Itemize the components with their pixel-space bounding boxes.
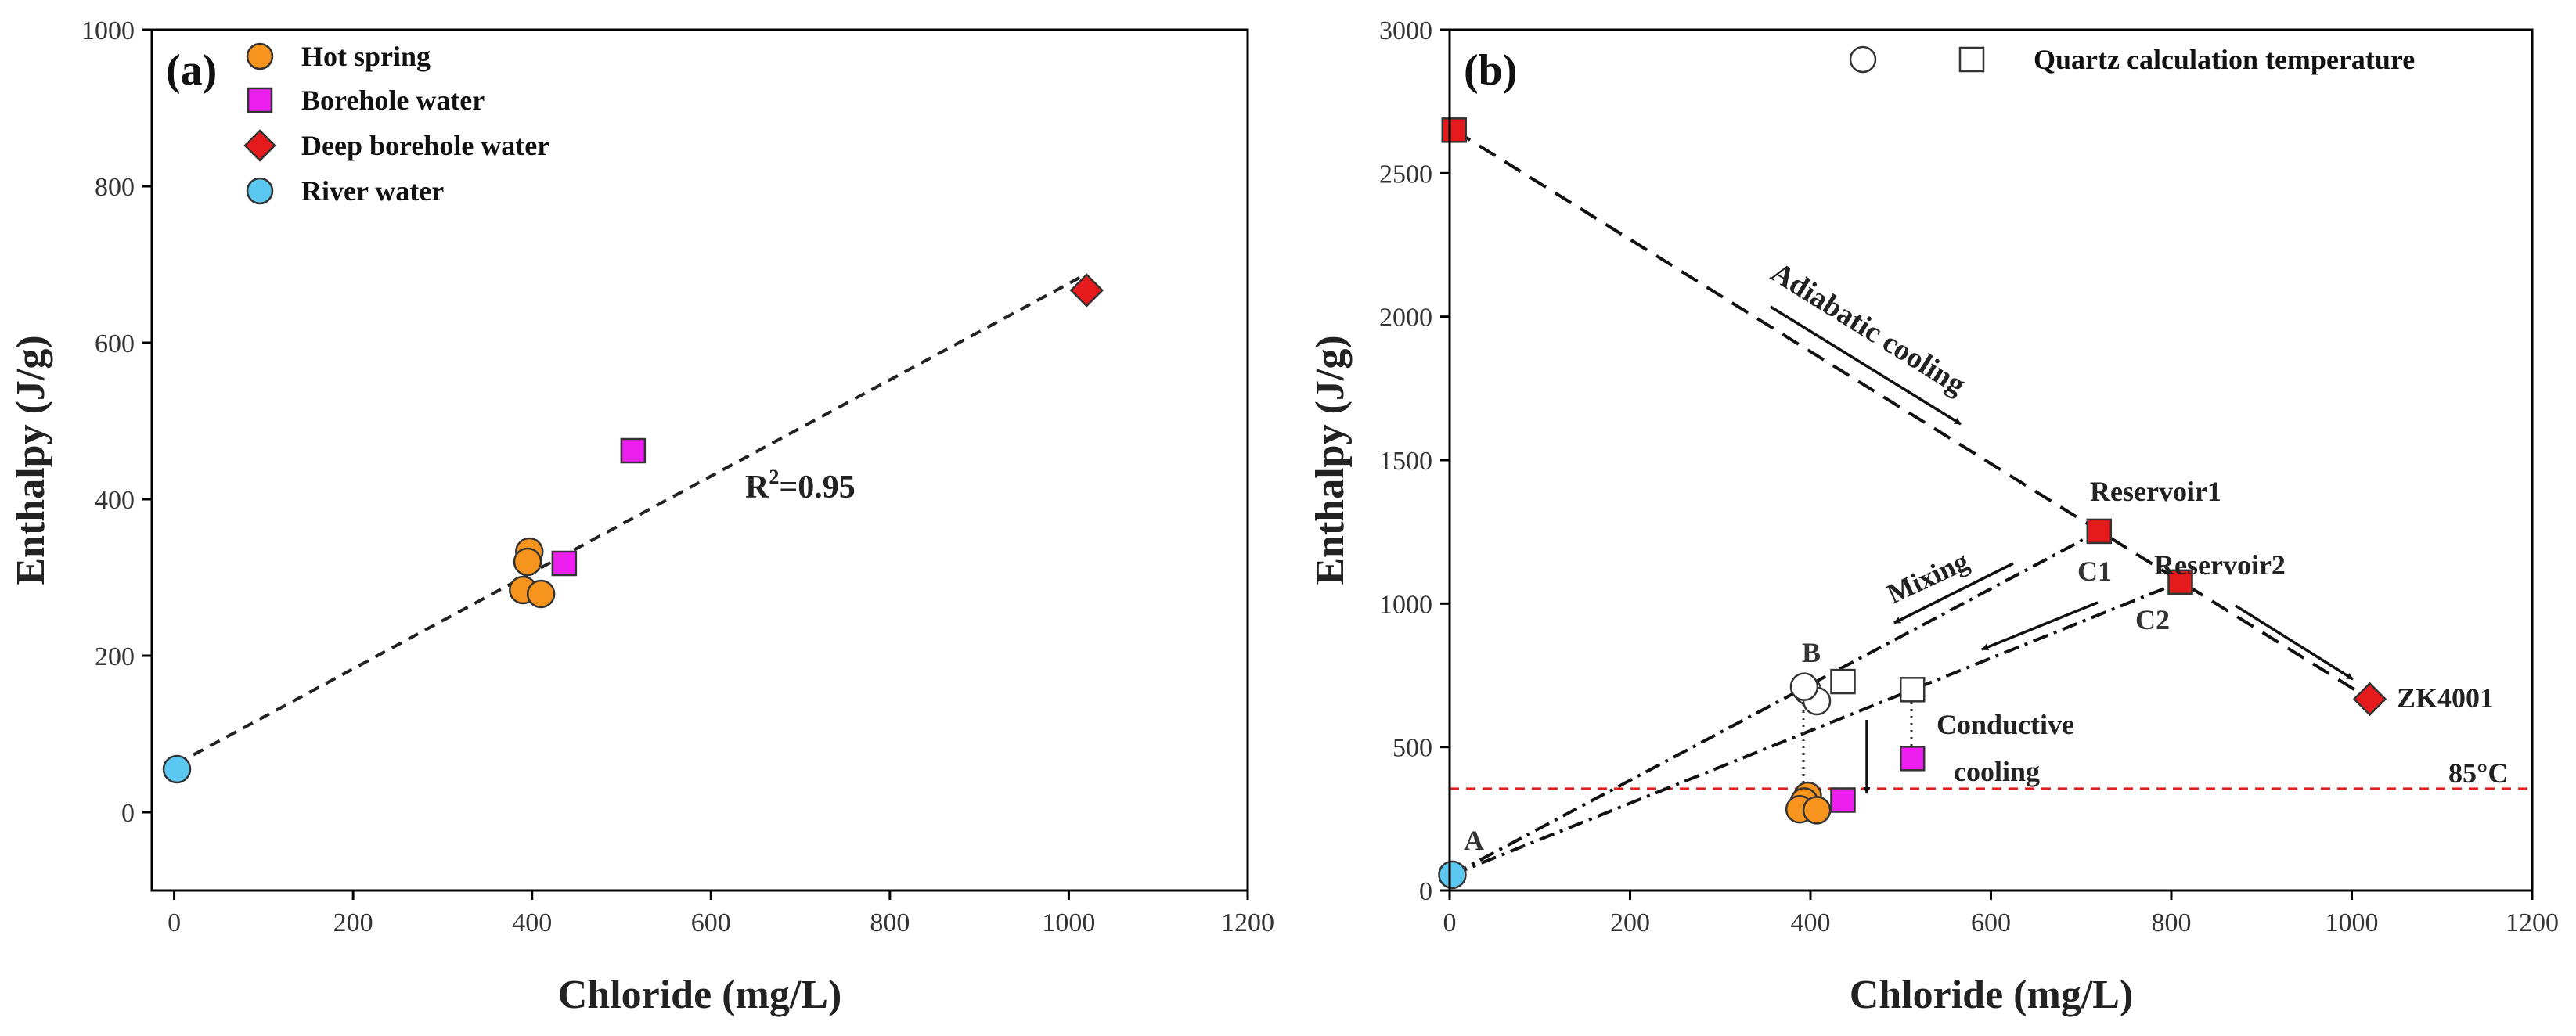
a-y-tick-label: 800 — [95, 173, 135, 202]
panel-a: 0 200 400 600 800 1000 1200 0 200 400 600 800 1000 (… — [9, 16, 1274, 1017]
legend-b: Quartz calculation temperature — [1849, 44, 2415, 75]
mixing-label: Mixing — [1882, 545, 1973, 610]
reservoir-point — [2167, 569, 2193, 595]
isotherm-85c-label: 85°C — [2448, 757, 2508, 789]
legend-hot-spring-marker — [246, 42, 274, 70]
a-x-tick-label: 0 — [168, 908, 181, 937]
a-x-tick-label: 1200 — [1221, 908, 1274, 937]
a-y-tick-label: 0 — [121, 799, 135, 828]
panel-b-points — [1438, 117, 2387, 890]
a-y-tick-label: 1000 — [81, 16, 135, 45]
b-x-tick-label: 600 — [1971, 908, 2011, 937]
c1-label: C1 — [2077, 556, 2112, 587]
a-x-tick-label: 1000 — [1042, 908, 1095, 937]
b-y-tick-label: 1000 — [1379, 590, 1432, 619]
quartz-square-point — [1899, 677, 1926, 703]
a-x-tick-label: 800 — [870, 908, 910, 937]
reservoir-point — [2086, 518, 2113, 545]
fit-line — [176, 272, 1088, 765]
b-x-tick-label: 800 — [2152, 908, 2192, 937]
reservoir2-label: Reservoir2 — [2154, 549, 2286, 581]
river-water-point — [162, 754, 192, 784]
mixing-line-c1 — [1451, 530, 2100, 876]
legend-river-marker — [246, 177, 274, 205]
a-x-tick-label: 200 — [333, 908, 373, 937]
reservoir-point — [1441, 117, 1468, 143]
hot-spring-point — [526, 579, 556, 609]
b-y-tick-label: 500 — [1392, 734, 1432, 763]
b-y-tick-label: 2500 — [1379, 160, 1432, 189]
legend-quartz-square-marker — [1958, 46, 1985, 73]
x-axis-title: Chloride (mg/L) — [558, 973, 842, 1017]
r-squared-annotation: R2=0.95 — [745, 466, 856, 505]
b-y-tick-label: 2000 — [1379, 304, 1432, 333]
legend-river: River water — [301, 175, 444, 207]
point-b-label: B — [1802, 637, 1821, 668]
x-axis-title-b: Chloride (mg/L) — [1850, 973, 2134, 1017]
a-y-tick-label: 600 — [95, 329, 135, 358]
panel-a-frame — [150, 28, 1249, 892]
legend-quartz-circle-marker — [1849, 45, 1877, 74]
adiabatic-cooling-label: Adiabatic cooling — [1765, 256, 1971, 401]
adiabatic-line — [1453, 128, 2371, 701]
b-y-tick-label: 1500 — [1379, 447, 1432, 476]
hot-spring-point — [1802, 796, 1832, 825]
quartz-circle-point — [1789, 672, 1819, 701]
b-x-tick-label: 1000 — [2326, 908, 2379, 937]
panel-a-points — [162, 273, 1104, 784]
zk4001-label: ZK4001 — [2397, 682, 2494, 714]
legend-deep-borehole-marker — [243, 129, 276, 162]
a-y-tick-label: 400 — [95, 486, 135, 515]
quartz-square-point — [1830, 668, 1856, 695]
panel-b-label: (b) — [1464, 46, 1517, 95]
b-x-tick-label: 200 — [1610, 908, 1650, 937]
borehole-water-point — [620, 437, 647, 464]
deep-borehole-point — [2352, 682, 2387, 717]
c2-label: C2 — [2135, 604, 2170, 635]
b-x-tick-label: 400 — [1791, 908, 1831, 937]
a-x-tick-label: 400 — [512, 908, 552, 937]
panel-a-label: (a) — [166, 46, 217, 95]
b-y-tick-label: 0 — [1419, 877, 1432, 906]
reservoir1-label: Reservoir1 — [2090, 476, 2221, 507]
legend-quartz-text: Quartz calculation temperature — [2034, 44, 2415, 75]
a-y-tick-label: 200 — [95, 642, 135, 671]
mixing-line-c2 — [1451, 580, 2181, 876]
a-x-tick-label: 600 — [691, 908, 731, 937]
borehole-water-point — [551, 550, 578, 577]
hot-spring-point — [513, 547, 542, 577]
mixing-arrow-1-icon — [1893, 562, 2014, 624]
mixing-arrow-2-icon — [1981, 601, 2099, 651]
deep-borehole-water-point — [1069, 273, 1104, 308]
cooling-label: cooling — [1954, 756, 2040, 787]
legend: Hot spring Borehole water Deep borehole … — [243, 41, 549, 207]
reservoir2-arrow-icon — [2235, 604, 2354, 681]
river-point — [1438, 860, 1467, 890]
y-axis-title-b: Enthalpy (J/g) — [1308, 335, 1353, 585]
borehole-point — [1899, 746, 1926, 772]
conductive-label: Conductive — [1937, 709, 2074, 740]
legend-deep-borehole: Deep borehole water — [301, 130, 549, 161]
y-axis-title: Enthalpy (J/g) — [9, 335, 53, 585]
legend-hot-spring: Hot spring — [301, 41, 431, 72]
b-x-tick-label: 0 — [1443, 908, 1457, 937]
b-x-tick-label: 1200 — [2506, 908, 2559, 937]
b-y-tick-label: 3000 — [1379, 16, 1432, 45]
legend-borehole-marker — [247, 87, 273, 113]
point-a-label: A — [1464, 825, 1484, 856]
borehole-point — [1830, 787, 1856, 813]
panel-b: 0 200 400 600 800 1000 1200 0 500 1000 1500 2000 250… — [1308, 16, 2559, 1017]
legend-borehole: Borehole water — [301, 85, 485, 116]
adiabatic-arrow-icon — [1770, 305, 1962, 426]
